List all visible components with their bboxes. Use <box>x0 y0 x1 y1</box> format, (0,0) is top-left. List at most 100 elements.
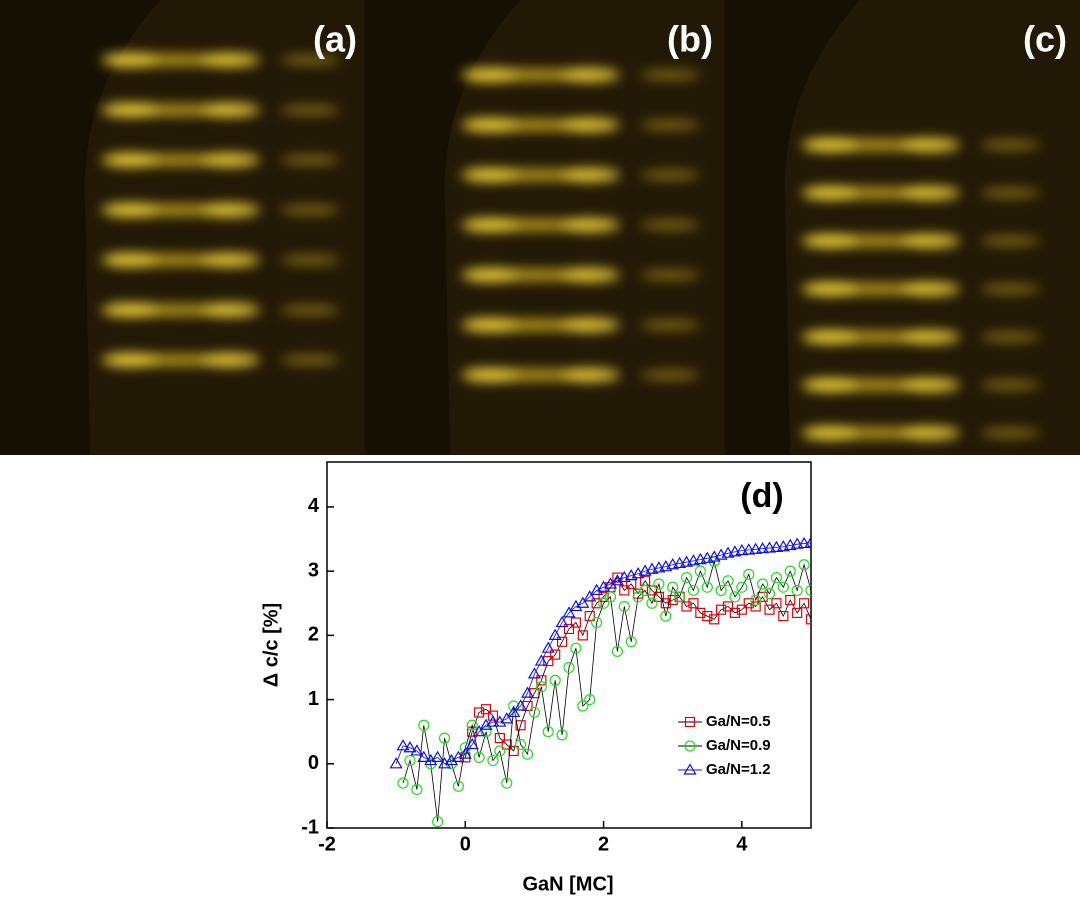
marker <box>791 584 803 597</box>
image-shadow <box>365 0 520 455</box>
diffraction-streak <box>460 68 700 82</box>
y-tick-label: 3 <box>308 559 319 581</box>
marker <box>756 541 770 554</box>
marker <box>494 733 505 744</box>
marker <box>785 594 796 606</box>
marker <box>805 614 811 625</box>
streak <box>102 253 158 267</box>
streak <box>900 186 960 200</box>
streak <box>280 255 340 265</box>
marker <box>762 541 777 553</box>
marker <box>584 693 596 706</box>
marker <box>591 616 603 629</box>
marker <box>487 710 499 721</box>
marker <box>680 571 693 584</box>
marker <box>743 598 754 609</box>
streak <box>102 353 158 367</box>
marker <box>792 607 803 618</box>
legend-label: Ga/N=1.2 <box>706 761 771 778</box>
diffraction-streak <box>100 353 340 367</box>
diffraction-streak <box>800 234 1040 248</box>
marker <box>548 628 562 640</box>
diffraction-streak <box>100 103 340 117</box>
legend-label: Ga/N=0.9 <box>706 737 771 754</box>
streak <box>280 205 340 215</box>
diffraction-streak <box>460 168 700 182</box>
marker <box>750 594 762 606</box>
streak <box>462 68 518 82</box>
marker <box>486 715 500 727</box>
marker <box>805 584 811 597</box>
marker <box>684 740 696 752</box>
marker <box>612 572 623 583</box>
marker <box>736 604 747 615</box>
marker <box>769 540 783 552</box>
marker <box>709 614 720 625</box>
streak <box>640 320 700 330</box>
diffraction-streak <box>460 118 700 132</box>
marker <box>418 719 430 731</box>
marker <box>472 724 486 737</box>
marker <box>742 543 756 555</box>
marker <box>784 565 796 577</box>
marker <box>529 688 540 699</box>
y-tick-label: 4 <box>308 495 320 517</box>
streak <box>900 138 960 152</box>
streak <box>560 368 620 382</box>
streak <box>640 120 700 130</box>
marker <box>694 565 706 577</box>
marker <box>389 757 403 769</box>
marker <box>695 607 706 618</box>
marker <box>397 777 409 789</box>
streak <box>560 318 620 332</box>
streak <box>102 203 158 217</box>
series-line <box>464 576 811 758</box>
marker <box>411 783 423 796</box>
marker <box>763 588 776 600</box>
marker <box>790 537 804 549</box>
marker <box>410 744 424 756</box>
marker <box>687 584 700 597</box>
marker <box>598 591 609 602</box>
marker <box>583 590 597 602</box>
image-shadow <box>725 0 860 455</box>
marker <box>577 630 588 641</box>
marker <box>702 611 713 622</box>
x-tick-label: 0 <box>460 833 471 855</box>
marker <box>804 536 811 548</box>
diffraction-streak <box>460 268 700 282</box>
marker <box>500 712 514 724</box>
streak <box>640 70 700 80</box>
streak <box>980 236 1040 246</box>
marker <box>467 726 478 737</box>
diffraction-streak <box>800 282 1040 296</box>
streak <box>102 103 158 117</box>
marker <box>716 604 727 615</box>
marker <box>555 615 569 628</box>
marker <box>404 754 416 767</box>
streak <box>640 370 700 380</box>
marker <box>639 584 651 597</box>
streak <box>200 353 260 367</box>
diffraction-streak <box>100 253 340 267</box>
marker <box>570 642 582 654</box>
marker <box>438 732 451 744</box>
streak <box>200 53 260 67</box>
diffraction-streak <box>460 368 700 382</box>
marker <box>764 604 775 615</box>
marker <box>480 726 492 738</box>
marker <box>535 681 547 693</box>
streak <box>462 268 518 282</box>
marker <box>501 739 512 750</box>
x-axis-label: GaN [MC] <box>522 873 613 895</box>
marker <box>528 706 541 719</box>
streak <box>200 153 260 167</box>
streak <box>462 368 518 382</box>
marker <box>556 729 568 741</box>
streak <box>280 105 340 115</box>
streak <box>802 378 858 392</box>
marker <box>474 707 485 718</box>
streak <box>802 138 858 152</box>
x-tick-label: 2 <box>598 833 609 855</box>
marker <box>417 750 431 762</box>
